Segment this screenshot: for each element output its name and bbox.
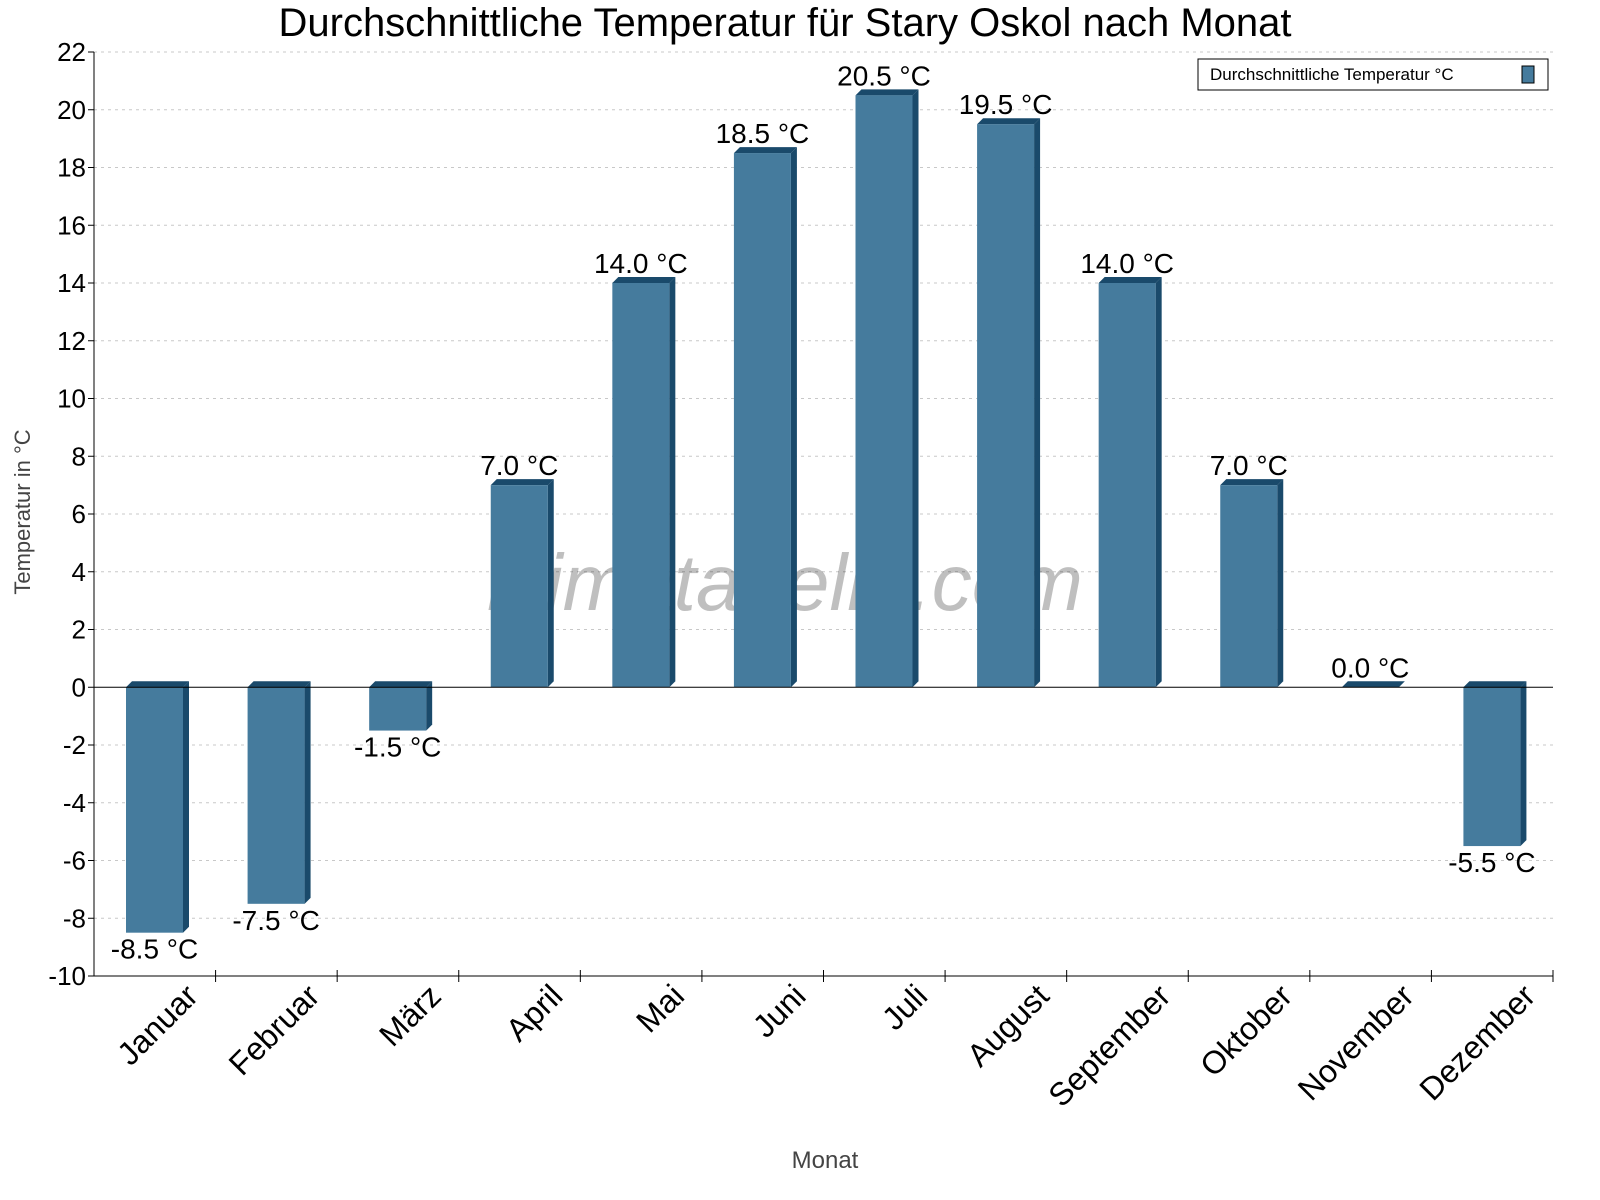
bar-top: [126, 681, 189, 688]
legend-label: Durchschnittliche Temperatur °C: [1210, 65, 1454, 84]
bar-side: [1520, 681, 1527, 847]
data-label: 19.5 °C: [959, 89, 1053, 120]
chart-title: Durchschnittliche Temperatur für Stary O…: [278, 1, 1291, 45]
data-label: 14.0 °C: [1080, 248, 1174, 279]
x-tick-label: Oktober: [1193, 977, 1299, 1083]
bar-side: [426, 681, 433, 731]
y-tick-label: 8: [72, 441, 86, 471]
y-tick-label: 22: [57, 37, 86, 67]
bar-top: [490, 479, 554, 486]
bar: [733, 153, 791, 688]
legend-swatch: [1521, 65, 1535, 84]
bar-top: [1098, 277, 1162, 283]
data-label: 7.0 °C: [480, 450, 558, 481]
bar-side: [912, 89, 919, 688]
x-tick-label: Dezember: [1412, 977, 1542, 1107]
bar: [126, 687, 183, 933]
x-tick-label: Juli: [875, 977, 934, 1036]
bar: [1098, 283, 1156, 688]
x-axis-label: Monat: [792, 1147, 859, 1174]
x-tick-label: Januar: [110, 977, 205, 1072]
bar-top: [369, 681, 433, 688]
bar-side: [1034, 118, 1041, 688]
bar-side: [1277, 479, 1284, 688]
y-tick-label: 20: [57, 95, 86, 125]
y-tick-label: 10: [57, 384, 86, 414]
bar-side: [669, 277, 676, 688]
y-tick-label: -4: [63, 788, 86, 818]
bar-top: [1220, 479, 1284, 486]
y-tick-label: 4: [72, 557, 86, 587]
y-tick-label: -8: [63, 903, 86, 933]
bar: [977, 124, 1035, 688]
y-tick-label: 14: [57, 268, 86, 298]
data-label: -1.5 °C: [354, 732, 441, 763]
y-tick-label: 6: [72, 499, 86, 529]
bar-top: [1463, 681, 1527, 688]
data-label: 18.5 °C: [716, 118, 810, 149]
x-tick-label: März: [372, 977, 448, 1053]
x-tick-label: Mai: [629, 977, 691, 1039]
bar-side: [183, 681, 189, 933]
bar-top: [855, 89, 919, 96]
bar: [855, 95, 913, 688]
data-label: -8.5 °C: [111, 934, 198, 965]
bar-side: [547, 479, 554, 688]
bar: [1463, 687, 1521, 847]
bar-top: [247, 681, 311, 688]
y-tick-label: -2: [63, 730, 86, 760]
bar-side: [304, 681, 311, 904]
y-tick-label: -6: [63, 846, 86, 876]
bar-top: [977, 118, 1041, 125]
data-label: 20.5 °C: [837, 60, 931, 91]
y-tick-label: -10: [48, 961, 86, 991]
y-axis-label: Temperatur in °C: [10, 429, 35, 594]
y-tick-label: 16: [57, 210, 86, 240]
bar: [490, 485, 548, 688]
legend: Durchschnittliche Temperatur °C: [1197, 58, 1549, 91]
x-tick-label: November: [1291, 977, 1421, 1107]
data-label: 14.0 °C: [594, 248, 688, 279]
data-label: 0.0 °C: [1331, 652, 1409, 683]
bar-top: [612, 277, 676, 283]
y-tick-label: 12: [57, 326, 86, 356]
data-label: -5.5 °C: [1448, 847, 1535, 878]
bar: [247, 687, 305, 904]
bar-top: [733, 147, 797, 154]
bar: [369, 687, 427, 731]
bar: [1220, 485, 1278, 688]
x-tick-label: September: [1041, 977, 1177, 1113]
x-tick-label: Juni: [746, 977, 813, 1044]
x-tick-label: Februar: [222, 977, 327, 1082]
x-tick-label: April: [499, 977, 570, 1048]
data-label: 7.0 °C: [1210, 450, 1288, 481]
y-tick-label: 2: [72, 615, 86, 645]
bar-side: [790, 147, 797, 688]
bar: [612, 283, 670, 688]
y-tick-label: 18: [57, 153, 86, 183]
bar-side: [1155, 277, 1162, 688]
bar-top: [1341, 681, 1405, 688]
x-tick-label: August: [960, 977, 1056, 1073]
data-label: -7.5 °C: [232, 905, 319, 936]
y-tick-label: 0: [72, 672, 86, 702]
